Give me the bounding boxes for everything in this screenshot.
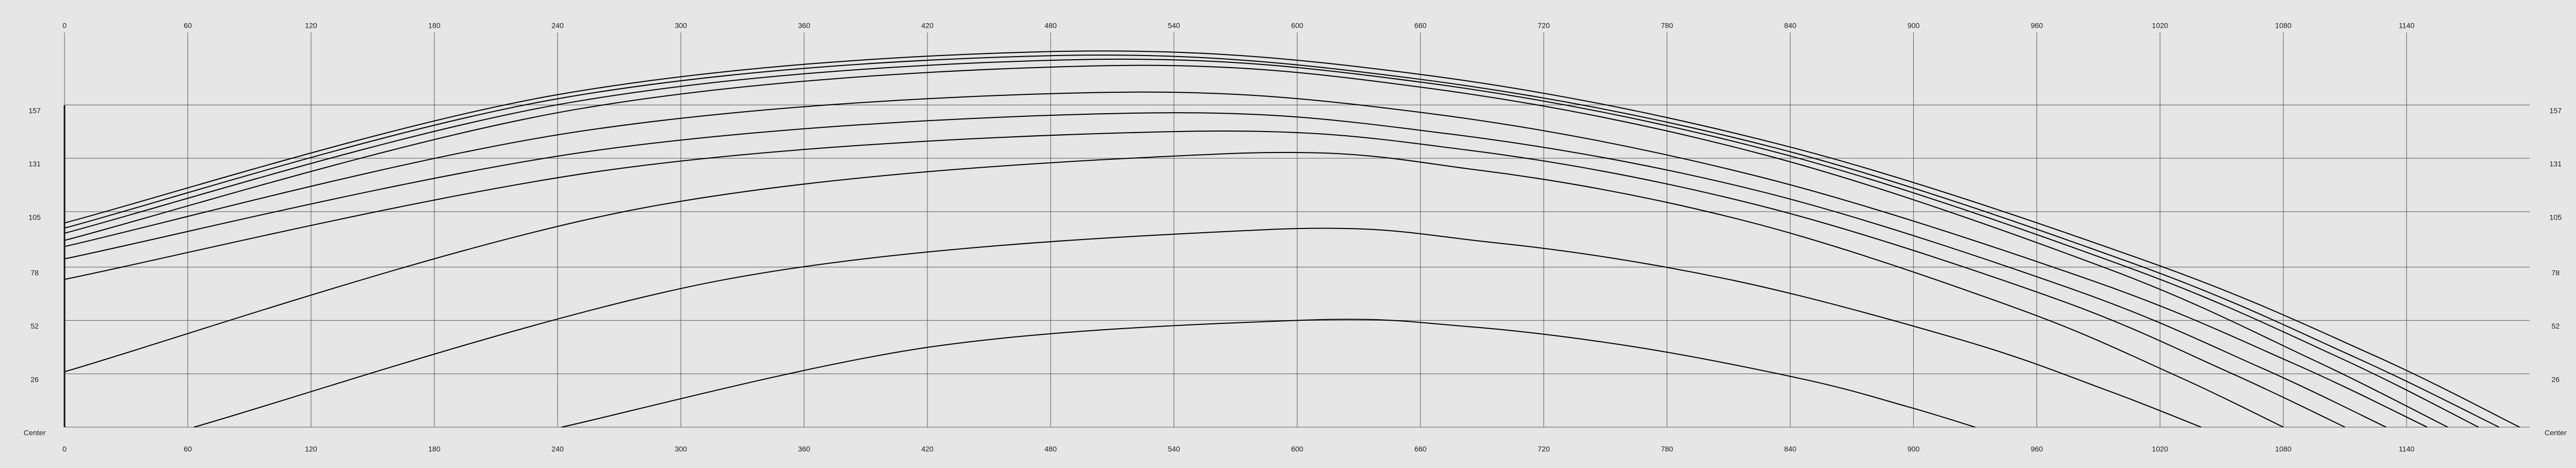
x-tick-label: 420 — [921, 21, 934, 30]
trajectory-line — [64, 55, 2499, 428]
x-tick-label: 60 — [184, 445, 192, 453]
x-tick-label: 720 — [1537, 445, 1550, 453]
x-tick-label: 540 — [1168, 21, 1180, 30]
x-tick-label: 840 — [1784, 445, 1797, 453]
y-tick-label: 78 — [2551, 268, 2560, 277]
x-tick-label: 540 — [1168, 445, 1180, 453]
x-tick-label: 1140 — [2399, 445, 2414, 453]
x-tick-label: 1080 — [2275, 445, 2291, 453]
y-tick-label: 78 — [30, 268, 39, 277]
x-tick-label: 840 — [1784, 21, 1797, 30]
y-tick-label: Center — [2545, 429, 2567, 437]
x-tick-label: 660 — [1414, 21, 1427, 30]
trajectory-line — [64, 151, 2284, 428]
x-tick-label: 0 — [62, 445, 67, 453]
y-tick-label: 157 — [2549, 106, 2562, 115]
x-tick-label: 780 — [1661, 445, 1673, 453]
x-tick-label: 480 — [1044, 445, 1057, 453]
x-tick-label: 240 — [551, 445, 564, 453]
trajectory-line — [64, 91, 2428, 428]
y-tick-label: 26 — [2551, 375, 2560, 384]
trajectory-line — [64, 50, 2520, 428]
x-tick-label: 900 — [1907, 445, 1920, 453]
trajectory-line — [194, 227, 2201, 428]
x-tick-label: 120 — [305, 21, 317, 30]
x-tick-label: 960 — [2030, 445, 2043, 453]
trajectory-line — [64, 130, 2345, 428]
x-tick-label: 720 — [1537, 21, 1550, 30]
y-tick-label: Center — [24, 429, 46, 437]
y-tick-label: 52 — [30, 322, 39, 330]
y-tick-label: 105 — [2549, 213, 2562, 222]
x-tick-label: 1140 — [2399, 21, 2414, 30]
x-tick-label: 300 — [675, 21, 687, 30]
x-tick-label: 300 — [675, 445, 687, 453]
trajectory-line — [561, 319, 1975, 428]
x-tick-label: 360 — [798, 21, 810, 30]
y-tick-label: 157 — [28, 106, 41, 115]
x-tick-label: 0 — [62, 21, 67, 30]
trajectory-line — [64, 58, 2479, 428]
y-tick-label: 52 — [2551, 322, 2560, 330]
y-tick-label: 131 — [2549, 160, 2562, 168]
y-tick-label: 26 — [30, 375, 39, 384]
x-tick-label: 780 — [1661, 21, 1673, 30]
x-tick-label: 600 — [1291, 445, 1303, 453]
x-tick-label: 180 — [428, 21, 441, 30]
x-tick-label: 60 — [184, 21, 192, 30]
x-tick-label: 960 — [2030, 21, 2043, 30]
y-tick-label: 105 — [28, 213, 41, 222]
x-tick-label: 360 — [798, 445, 810, 453]
trajectory-line — [64, 64, 2448, 428]
y-tick-label: 131 — [28, 160, 41, 168]
trajectory-line — [64, 112, 2387, 428]
x-tick-label: 480 — [1044, 21, 1057, 30]
x-tick-label: 180 — [428, 445, 441, 453]
x-tick-label: 660 — [1414, 445, 1427, 453]
x-tick-label: 900 — [1907, 21, 1920, 30]
x-tick-label: 1080 — [2275, 21, 2291, 30]
x-tick-label: 420 — [921, 445, 934, 453]
x-tick-label: 1020 — [2152, 445, 2168, 453]
x-tick-label: 240 — [551, 21, 564, 30]
x-tick-label: 120 — [305, 445, 317, 453]
x-tick-label: 1020 — [2152, 21, 2168, 30]
x-tick-label: 600 — [1291, 21, 1303, 30]
